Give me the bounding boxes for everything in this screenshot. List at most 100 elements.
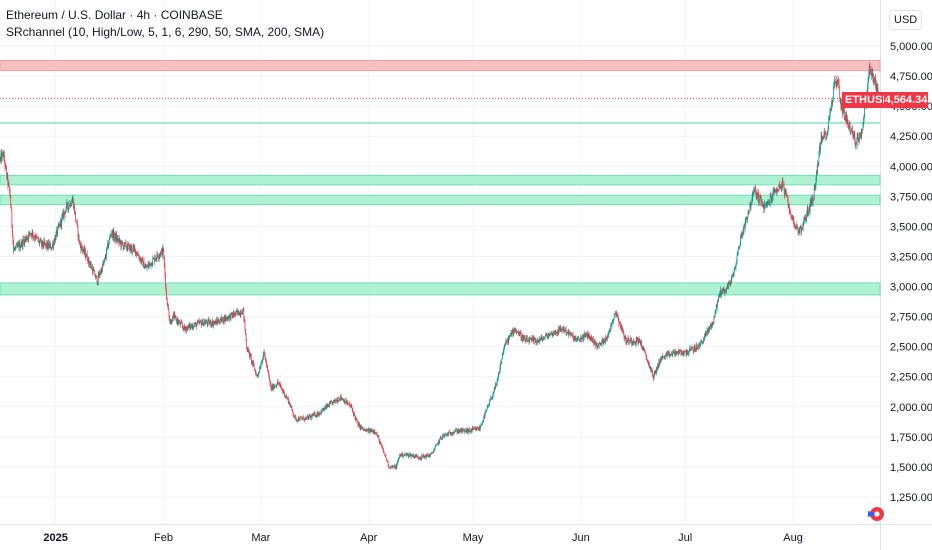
candle	[89, 261, 90, 269]
candle	[450, 432, 452, 435]
candle-body	[563, 327, 565, 332]
candle	[448, 430, 450, 434]
candle	[126, 243, 128, 251]
tradingview-logo-icon[interactable]	[866, 505, 884, 523]
candle	[330, 400, 332, 403]
candle	[373, 429, 374, 434]
candle	[217, 318, 219, 326]
candle	[152, 255, 154, 267]
candle	[798, 226, 800, 236]
candle	[697, 343, 699, 350]
candle-body	[562, 327, 564, 329]
candle	[863, 116, 864, 128]
candle-body	[112, 231, 114, 239]
candle	[775, 189, 776, 194]
candle-body	[695, 349, 696, 351]
candle-body	[540, 338, 541, 340]
candle	[787, 193, 788, 203]
candle-body	[176, 319, 178, 323]
candle-body	[103, 260, 105, 264]
candle	[829, 107, 831, 120]
currency-button[interactable]: USD	[889, 10, 923, 30]
candle-body	[832, 99, 834, 104]
candle-body	[442, 435, 443, 439]
candle-body	[620, 324, 621, 328]
candle-body	[412, 454, 414, 457]
candle	[715, 309, 717, 315]
candle-body	[339, 398, 340, 400]
candle	[39, 240, 41, 248]
candle-body	[535, 340, 537, 343]
candle-body	[599, 342, 601, 345]
candle	[251, 360, 253, 365]
candle	[703, 337, 704, 344]
candle-body	[407, 453, 409, 455]
candle	[496, 383, 497, 386]
candle-body	[568, 330, 569, 335]
candle-body	[272, 384, 274, 390]
candle	[658, 358, 660, 369]
candle	[107, 242, 109, 249]
candle-body	[512, 329, 514, 334]
candle	[769, 200, 770, 206]
candle	[520, 330, 522, 341]
candle	[181, 319, 183, 325]
candle	[770, 192, 772, 203]
candle-body	[839, 98, 841, 100]
candle-body	[464, 430, 466, 432]
candle-body	[762, 201, 763, 207]
candle-body	[275, 385, 277, 387]
candle	[539, 338, 541, 342]
candle	[26, 235, 28, 242]
candle	[216, 316, 217, 325]
candle	[387, 460, 389, 467]
candle-body	[183, 325, 185, 331]
candle-body	[304, 420, 305, 421]
candle	[780, 185, 782, 192]
candle	[299, 418, 300, 422]
candle-body	[746, 217, 748, 220]
candle	[648, 360, 649, 366]
candle	[541, 334, 543, 341]
candle	[75, 219, 77, 223]
candle	[380, 440, 381, 444]
candle-body	[401, 453, 403, 456]
candle-body	[154, 257, 155, 262]
candle	[564, 329, 566, 333]
candle-body	[719, 289, 721, 294]
candle-body	[165, 274, 166, 286]
candle-body	[426, 454, 428, 455]
candle-body	[707, 328, 709, 333]
indicator-legend[interactable]: SRchannel (10, High/Low, 5, 1, 6, 290, 5…	[6, 25, 325, 39]
candle-body	[67, 207, 69, 210]
candle	[41, 240, 43, 247]
candle	[637, 336, 639, 346]
candle-body	[482, 420, 484, 422]
candle	[654, 370, 656, 376]
candle-body	[567, 332, 569, 335]
candle-body	[86, 253, 88, 258]
candle-body	[207, 319, 209, 325]
candle-body	[572, 334, 574, 337]
candle	[15, 244, 17, 250]
candle	[68, 201, 70, 213]
candle	[696, 346, 698, 351]
candle-body	[150, 262, 152, 266]
candle	[817, 161, 819, 167]
candle	[172, 316, 173, 323]
candle-body	[706, 329, 708, 334]
candle-body	[520, 333, 522, 339]
candle	[757, 188, 759, 197]
candle	[804, 214, 806, 225]
candle	[856, 141, 857, 145]
candle	[603, 337, 605, 344]
candle-body	[565, 328, 566, 332]
candle	[2, 151, 3, 157]
candle-body	[90, 264, 92, 265]
candle	[41, 239, 42, 250]
candle	[76, 222, 78, 226]
candle	[478, 427, 479, 431]
candle-body	[475, 428, 477, 430]
candle	[499, 370, 500, 374]
